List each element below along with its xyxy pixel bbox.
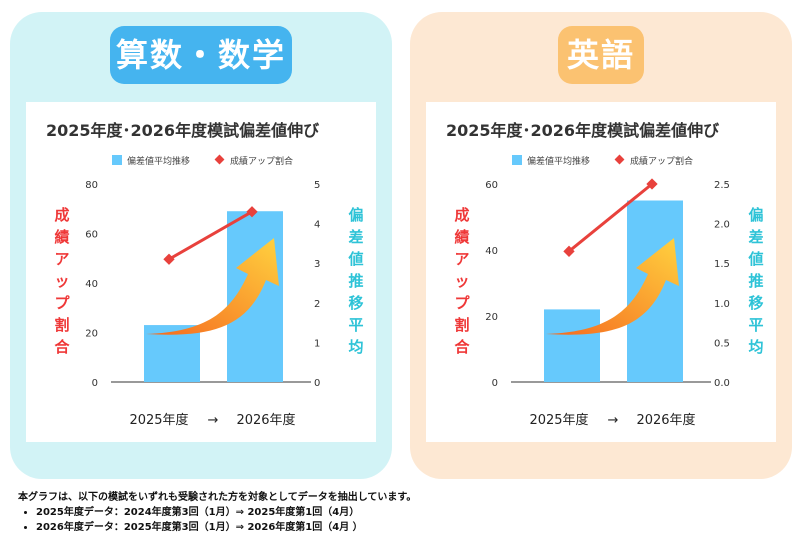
right-axis-tick: 2.0: [714, 220, 730, 231]
left-axis-label-char: 合: [453, 338, 470, 356]
x-category-label: 2025年度: [129, 412, 188, 428]
line-series: [568, 182, 653, 253]
right-axis-label-char: 偏: [348, 206, 363, 224]
chart-title: 2025年度･2026年度模試偏差値伸び: [446, 121, 720, 140]
left-axis-label-char: 績: [454, 228, 469, 246]
right-axis-label-char: 値: [347, 250, 363, 268]
left-axis-tick: 40: [85, 279, 98, 290]
left-axis-label-char: ッ: [454, 272, 469, 290]
left-axis-tick: 20: [85, 329, 98, 340]
left-axis-tick: 60: [485, 180, 498, 191]
left-axis-tick: 0: [92, 378, 98, 389]
right-axis-tick: 4: [314, 220, 320, 231]
right-axis-tick: 0: [314, 378, 320, 389]
left-axis-label-char: 成: [454, 206, 469, 224]
legend-swatch-bar: [512, 155, 522, 165]
line-point: [563, 245, 575, 257]
right-axis-tick: 0.0: [714, 378, 730, 389]
right-axis-label-char: 均: [348, 338, 363, 356]
right-axis-tick: 1.0: [714, 299, 730, 310]
x-category-label: 2026年度: [636, 412, 695, 428]
right-axis-label-char: 推: [748, 272, 763, 290]
right-axis-label-char: 平: [348, 316, 363, 334]
notes-lead: 本グラフは、以下の模試をいずれも受験された方を対象としてデータを抽出しています。: [18, 492, 417, 503]
left-axis-tick: 20: [485, 312, 498, 323]
right-axis-label-char: 推: [348, 272, 363, 290]
x-category-arrow: →: [608, 413, 619, 428]
math-chart-card: 2025年度･2026年度模試偏差値伸び 偏差値平均推移 成績アップ割合 0 20 40 6…: [26, 102, 376, 442]
left-axis-label-char: ア: [54, 250, 69, 268]
line-series: [168, 210, 253, 261]
right-axis-tick: 5: [314, 180, 320, 191]
left-axis-label: 成績アップ割合: [453, 206, 470, 356]
left-axis-label: 成績アップ割合: [53, 206, 70, 356]
legend-swatch-bar: [112, 155, 122, 165]
right-axis-label-char: 差: [348, 228, 363, 246]
right-axis-tick: 3: [314, 259, 320, 270]
bar: [544, 309, 600, 382]
left-axis-label-char: 割: [454, 316, 469, 334]
right-axis-label-char: 均: [748, 338, 763, 356]
right-axis-label-char: 平: [748, 316, 763, 334]
english-chart-card: 2025年度･2026年度模試偏差値伸び 偏差値平均推移 成績アップ割合 0 20 40 6…: [426, 102, 776, 442]
right-axis-label-char: 偏: [748, 206, 763, 224]
left-axis-label-char: プ: [54, 294, 70, 312]
notes-item: 2026年度データ：2025年度第3回（1月）⇒ 2026年度第1回（4月 ）: [36, 520, 788, 535]
line-point: [163, 253, 175, 265]
left-axis-tick: 0: [492, 378, 498, 389]
notes: 本グラフは、以下の模試をいずれも受験された方を対象としてデータを抽出しています。…: [18, 490, 788, 535]
growth-arrow: [546, 238, 679, 335]
left-axis-label-char: 成: [54, 206, 69, 224]
right-axis-tick: 1.5: [714, 259, 730, 270]
legend-label-line: 成績アップ割合: [230, 155, 293, 167]
legend-swatch-line: [214, 154, 225, 165]
legend-label-line: 成績アップ割合: [630, 155, 693, 167]
left-axis-label-char: プ: [454, 294, 470, 312]
right-axis-label-char: 差: [748, 228, 763, 246]
x-category-arrow: →: [208, 413, 219, 428]
right-axis-tick: 2: [314, 299, 320, 310]
left-axis-label-char: 合: [53, 338, 70, 356]
chart-title: 2025年度･2026年度模試偏差値伸び: [46, 121, 320, 140]
growth-arrow: [146, 238, 279, 335]
legend-label-bar: 偏差値平均推移: [127, 155, 190, 167]
left-axis-tick: 40: [485, 246, 498, 257]
right-axis-tick: 1: [314, 338, 320, 349]
right-axis-tick: 0.5: [714, 338, 730, 349]
legend-label-bar: 偏差値平均推移: [527, 155, 590, 167]
left-axis-tick: 60: [85, 230, 98, 241]
math-panel: 算数・数学 2025年度･2026年度模試偏差値伸び 偏差値平均推移 成績アップ割合…: [10, 12, 392, 479]
right-axis-label-char: 移: [348, 294, 363, 312]
english-panel: 英語 2025年度･2026年度模試偏差値伸び 偏差値平均推移 成績アップ割合 0 20…: [410, 12, 792, 479]
english-heading: 英語: [558, 26, 644, 84]
left-axis-label-char: ッ: [54, 272, 69, 290]
notes-item: 2025年度データ：2024年度第3回（1月）⇒ 2025年度第1回（4月）: [36, 505, 788, 520]
math-heading: 算数・数学: [110, 26, 292, 84]
left-axis-label-char: 割: [54, 316, 69, 334]
x-category-label: 2025年度: [529, 412, 588, 428]
x-category-label: 2026年度: [236, 412, 295, 428]
notes-list: 2025年度データ：2024年度第3回（1月）⇒ 2025年度第1回（4月） 2…: [18, 505, 788, 535]
left-axis-label-char: 績: [54, 228, 69, 246]
right-axis-label-char: 値: [747, 250, 763, 268]
legend-swatch-line: [614, 154, 625, 165]
left-axis-label-char: ア: [454, 250, 469, 268]
right-axis-tick: 2.5: [714, 180, 730, 191]
left-axis-tick: 80: [85, 180, 98, 191]
right-axis-label-char: 移: [748, 294, 763, 312]
